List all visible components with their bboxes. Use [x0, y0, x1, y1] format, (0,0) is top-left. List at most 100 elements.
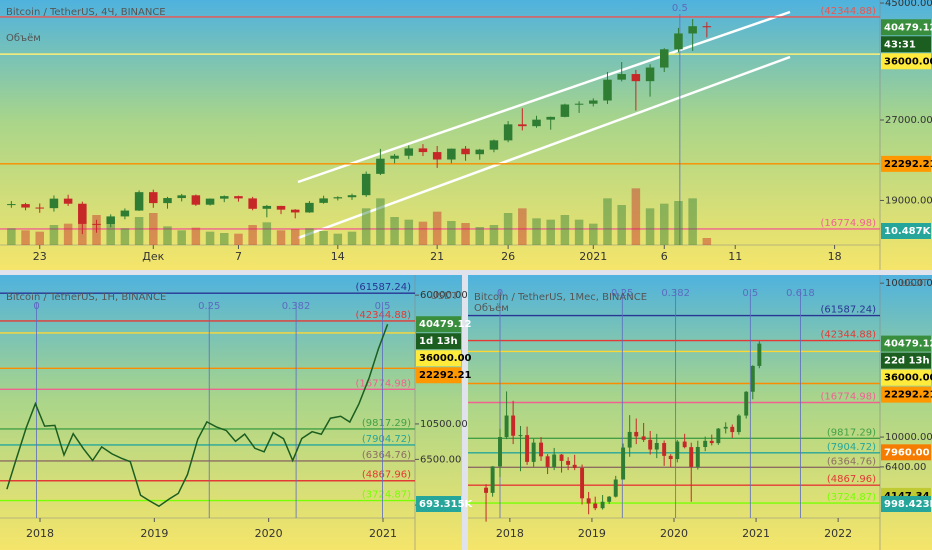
- volume-bar: [319, 231, 328, 245]
- candle-body: [750, 365, 755, 392]
- candle-body: [589, 100, 598, 104]
- candle-body: [461, 148, 470, 155]
- candle-body: [668, 455, 673, 460]
- y-tick-label: 6400.00: [885, 462, 926, 473]
- separator: [0, 270, 932, 275]
- volume-bar: [603, 198, 612, 245]
- volume-bar: [276, 230, 286, 245]
- y-tick-label: 19000.00: [885, 195, 932, 206]
- candle-body: [682, 441, 687, 448]
- price-box-label: 43:31: [884, 39, 916, 50]
- candle-body: [559, 454, 564, 461]
- candle-body: [447, 148, 456, 160]
- price-level-label: (7904.72): [362, 434, 411, 445]
- candle-body: [49, 198, 59, 209]
- x-tick-label: 6: [661, 250, 668, 263]
- candle-body: [134, 192, 144, 211]
- y-tick-label: 60000.00: [420, 290, 468, 301]
- volume-bar: [432, 211, 442, 245]
- volume-box-label: 998.423K: [884, 499, 932, 510]
- volume-bar: [688, 198, 697, 245]
- x-tick-label: 2020: [660, 527, 688, 540]
- volume-bar: [290, 229, 300, 245]
- candle-body: [645, 67, 655, 82]
- price-level-label: (42344.88): [820, 6, 876, 17]
- volume-box: [881, 496, 931, 512]
- volume-bar: [702, 238, 712, 245]
- x-tick-label: 2019: [578, 527, 606, 540]
- price-box-label: 22292.21: [884, 390, 932, 401]
- y-tick-label: 100000.00: [885, 278, 932, 289]
- channel-line: [297, 55, 791, 240]
- panel-background: [0, 0, 932, 270]
- candle-body: [92, 223, 101, 225]
- currency-label: USDT: [901, 278, 929, 289]
- candle-body: [63, 198, 73, 204]
- price-level-label: (6364.76): [362, 450, 411, 461]
- x-tick-label: 2021: [742, 527, 770, 540]
- volume-bar: [149, 213, 158, 245]
- candle-body: [35, 207, 44, 209]
- candle-body: [688, 26, 697, 34]
- candle-body: [489, 140, 499, 150]
- candle-body: [518, 124, 527, 127]
- volume-bar: [645, 208, 655, 245]
- candle-body: [736, 415, 741, 433]
- volume-bar: [134, 217, 144, 245]
- separator: [462, 275, 468, 550]
- y-tick-label: 27000.00: [885, 115, 932, 126]
- price-level-label: (16774.98): [355, 378, 411, 389]
- candle-body: [654, 443, 659, 450]
- candle-body: [347, 195, 357, 198]
- price-box-label: 36000.00: [884, 56, 932, 67]
- fib-time-label: 0.382: [282, 301, 311, 312]
- volume-bar: [418, 221, 428, 245]
- volume-bar: [489, 225, 499, 245]
- fib-time-label: 0.618: [786, 288, 815, 299]
- price-box: [881, 53, 931, 70]
- price-level-label: (16774.98): [820, 392, 876, 403]
- candle-body: [723, 426, 728, 429]
- candle-body: [276, 205, 286, 210]
- x-tick-label: 21: [430, 250, 444, 263]
- volume-bar: [475, 227, 484, 245]
- volume-bar: [49, 225, 59, 245]
- currency-label: USDT: [431, 291, 459, 302]
- candle-body: [376, 158, 385, 174]
- fib-time-label: 0: [33, 301, 39, 312]
- chart-title: Bitcoin / TetherUS, 1H, BINANCE: [6, 292, 166, 303]
- candle-body: [390, 155, 399, 159]
- candle-body: [191, 195, 201, 205]
- y-tick-label: 10000.00: [885, 432, 932, 443]
- candle-body: [504, 415, 509, 438]
- volume-box: [416, 496, 461, 512]
- candle-body: [617, 74, 626, 80]
- price-level-label: (4867.96): [362, 470, 411, 481]
- fib-time-label: 0.25: [198, 301, 220, 312]
- volume-bar: [503, 213, 513, 245]
- volume-bar: [106, 225, 115, 245]
- candle-body: [552, 454, 557, 467]
- price-level-label: (6364.76): [827, 456, 876, 467]
- price-box-label: 40479.12: [884, 339, 932, 350]
- volume-bar: [361, 208, 371, 245]
- x-tick-label: 18: [828, 250, 842, 263]
- candle-body: [418, 148, 428, 153]
- volume-bar: [7, 228, 16, 245]
- chart-subtitle: Объём: [474, 303, 509, 314]
- y-tick-label: 10500.00: [420, 419, 468, 430]
- x-tick-label: 2020: [255, 527, 283, 540]
- fib-time-label: 0.5: [742, 288, 758, 299]
- candle-body: [498, 437, 502, 467]
- candle-body: [361, 173, 371, 196]
- volume-bar: [589, 223, 598, 245]
- candle-body: [634, 431, 639, 437]
- candle-body: [503, 124, 513, 141]
- x-tick-label: Дек: [142, 250, 164, 263]
- volume-bar: [163, 226, 172, 245]
- candle-body: [572, 464, 577, 468]
- x-tick-label: 2018: [26, 527, 54, 540]
- volume-bar: [248, 225, 257, 245]
- candle-body: [586, 498, 591, 504]
